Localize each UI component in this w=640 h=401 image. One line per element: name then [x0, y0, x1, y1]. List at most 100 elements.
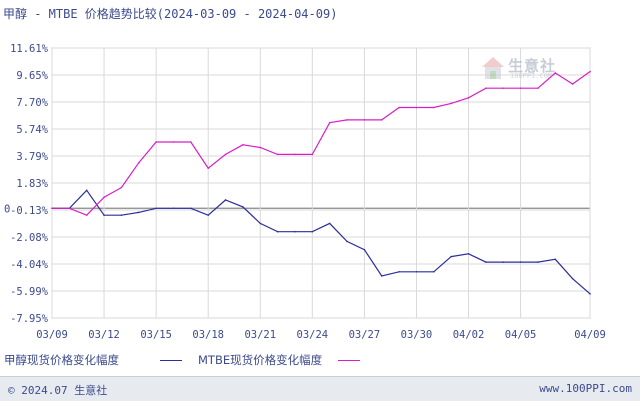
data-point-methanol	[294, 230, 296, 233]
data-point-mtbe	[450, 102, 452, 105]
series-line-methanol	[52, 189, 591, 295]
data-point-mtbe	[120, 186, 123, 189]
data-point-methanol	[571, 277, 574, 280]
data-point-mtbe	[571, 83, 574, 85]
legend-swatch-mtbe	[338, 360, 360, 361]
x-tick-label: 03/27	[349, 329, 381, 341]
data-point-mtbe	[502, 87, 505, 89]
x-tick-label: 04/02	[453, 329, 485, 341]
data-point-methanol	[433, 270, 435, 273]
x-tick-label: 03/18	[192, 329, 224, 341]
legend-swatch-methanol	[160, 360, 182, 361]
data-point-mtbe	[137, 161, 140, 164]
y-tick-label: 11.61%	[10, 43, 49, 55]
data-point-mtbe	[467, 97, 470, 99]
x-tick-label: 03/15	[140, 329, 172, 341]
chart-title: 甲醇 - MTBE 价格趋势比较(2024-03-09 - 2024-04-09…	[3, 7, 338, 21]
data-point-methanol	[363, 248, 366, 251]
data-point-mtbe	[363, 119, 366, 121]
data-point-mtbe	[276, 153, 279, 156]
data-point-mtbe	[380, 119, 383, 121]
data-point-methanol	[190, 207, 192, 210]
data-point-methanol	[276, 230, 279, 233]
data-point-mtbe	[485, 87, 487, 89]
data-point-mtbe	[311, 153, 314, 156]
data-point-mtbe	[589, 70, 591, 73]
footer-bar: © 2024.07 生意社 www.100PPI.com	[0, 376, 640, 401]
data-point-methanol	[311, 230, 314, 233]
data-point-methanol	[450, 255, 452, 258]
data-point-mtbe	[537, 87, 539, 89]
data-point-mtbe	[328, 121, 331, 124]
data-point-methanol	[380, 275, 383, 277]
data-point-methanol	[554, 258, 557, 261]
data-point-methanol	[224, 199, 227, 201]
data-point-mtbe	[190, 141, 192, 143]
x-tick-label: 03/09	[36, 329, 68, 341]
x-tick-label: 03/12	[88, 329, 120, 341]
data-point-methanol	[485, 261, 487, 263]
data-point-mtbe	[224, 153, 227, 156]
x-tick-label: 03/21	[244, 329, 276, 341]
data-point-mtbe	[294, 153, 296, 156]
watermark-subtext: 100PPI.COM	[510, 72, 553, 80]
data-point-mtbe	[103, 196, 105, 199]
data-point-methanol	[120, 214, 123, 216]
x-tick-label: 04/05	[505, 329, 537, 341]
data-point-methanol	[103, 214, 105, 216]
data-point-mtbe	[172, 141, 175, 143]
data-point-mtbe	[51, 207, 53, 210]
y-tick-label: 7.70%	[16, 97, 48, 109]
data-point-methanol	[537, 261, 539, 263]
data-point-methanol	[242, 206, 244, 208]
data-point-mtbe	[415, 106, 418, 109]
y-tick-label: 3.79%	[16, 151, 48, 163]
data-point-mtbe	[155, 141, 157, 143]
footer-copyright: © 2024.07 生意社	[8, 384, 108, 397]
data-point-methanol	[328, 222, 331, 225]
y-tick-label: -5.99%	[10, 286, 49, 298]
data-point-mtbe	[398, 106, 400, 109]
footer-site-link[interactable]: www.100PPI.com	[539, 382, 632, 395]
data-point-methanol	[519, 261, 522, 263]
data-point-methanol	[502, 261, 505, 263]
line-chart: 11.61% 9.65% 7.70% 5.74% 3.79% 1.83% -0.13% -2.…	[4, 43, 606, 341]
data-point-methanol	[398, 270, 400, 273]
data-point-mtbe	[242, 143, 244, 146]
data-point-methanol	[589, 293, 591, 295]
data-point-methanol	[137, 211, 140, 214]
watermark-logo: 生意社 100PPI.COM	[480, 54, 580, 84]
data-point-mtbe	[433, 106, 435, 109]
data-point-methanol	[155, 207, 157, 210]
data-point-methanol	[346, 240, 348, 243]
data-point-mtbe	[519, 87, 522, 89]
y-tick-label: 9.65%	[16, 70, 48, 82]
series-line-mtbe	[52, 71, 591, 216]
data-point-methanol	[467, 253, 470, 255]
data-point-methanol	[172, 207, 175, 210]
data-point-mtbe	[346, 119, 348, 121]
data-point-mtbe	[68, 207, 71, 210]
data-point-mtbe	[85, 214, 88, 216]
y-tick-label: 1.83%	[16, 178, 48, 190]
data-point-methanol	[85, 189, 88, 192]
y-tick-label: -7.95%	[10, 313, 49, 325]
x-tick-label: 03/24	[297, 329, 329, 341]
x-tick-label: 03/30	[401, 329, 433, 341]
legend-label-methanol: 甲醇现货价格变化幅度	[4, 353, 119, 367]
chart-legend: 甲醇现货价格变化幅度 MTBE现货价格变化幅度	[0, 350, 640, 370]
y-tick-label: 5.74%	[16, 124, 48, 136]
data-point-methanol	[415, 270, 418, 273]
y-tick-label: -0.13%	[10, 205, 49, 217]
data-point-mtbe	[259, 146, 262, 149]
house-icon	[482, 57, 504, 79]
legend-label-mtbe: MTBE现货价格变化幅度	[198, 353, 323, 367]
x-tick-label: 04/09	[574, 329, 606, 341]
zero-label: 0	[4, 203, 10, 215]
data-point-mtbe	[554, 72, 557, 74]
watermark-text: 生意社	[508, 57, 557, 75]
data-point-methanol	[259, 222, 262, 225]
data-point-mtbe	[207, 167, 209, 170]
y-tick-label: -2.08%	[10, 232, 49, 244]
y-tick-label: -4.04%	[10, 259, 49, 271]
